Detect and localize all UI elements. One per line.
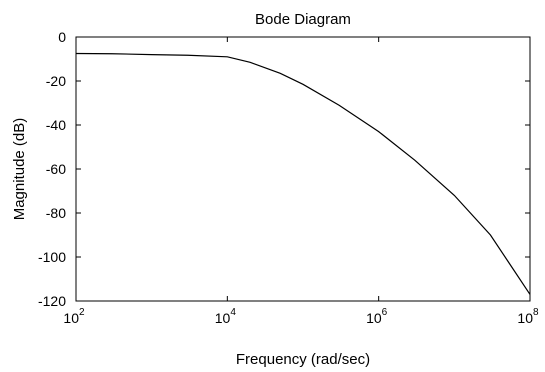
y-tick-label: -120 — [38, 293, 66, 309]
y-tick-label: -100 — [38, 249, 66, 265]
x-tick-label: 102 — [63, 307, 85, 326]
y-axis-label: Magnitude (dB) — [11, 118, 28, 221]
x-tick-label: 106 — [366, 307, 388, 326]
plot-frame — [75, 36, 531, 302]
x-tick-exponent: 2 — [79, 307, 85, 318]
x-tick-base: 10 — [215, 310, 231, 326]
x-tick-exponent: 6 — [382, 307, 388, 318]
x-tick-label: 104 — [215, 307, 237, 326]
x-axis-label: Frequency (rad/sec) — [236, 351, 370, 368]
chart-title: Bode Diagram — [255, 11, 351, 28]
y-tick-label: 0 — [58, 29, 66, 45]
y-tick-label: -60 — [46, 161, 66, 177]
x-tick-exponent: 8 — [533, 307, 539, 318]
x-tick-label: 108 — [517, 307, 539, 326]
ticks — [75, 36, 531, 302]
magnitude-line — [75, 52, 531, 295]
x-tick-base: 10 — [517, 310, 533, 326]
y-tick-label: -20 — [46, 73, 66, 89]
x-tick-base: 10 — [63, 310, 79, 326]
y-tick-label: -80 — [46, 205, 66, 221]
x-tick-exponent: 4 — [230, 307, 236, 318]
y-tick-label: -40 — [46, 117, 66, 133]
x-tick-base: 10 — [366, 310, 382, 326]
